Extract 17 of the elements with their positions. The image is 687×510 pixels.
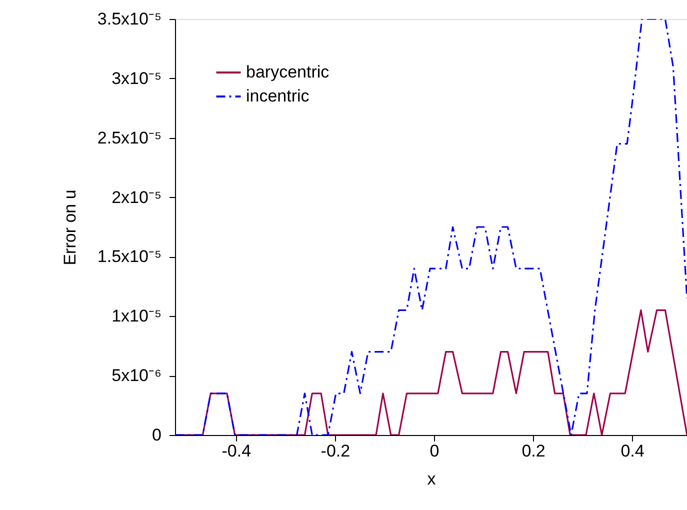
- y-tick-label: 1x10⁻⁵: [112, 306, 162, 326]
- legend-label: incentric: [246, 86, 310, 106]
- x-axis-title: x: [427, 470, 436, 488]
- y-tick-label: 2.5x10⁻⁵: [97, 128, 162, 148]
- x-tick-label: 0: [430, 442, 440, 460]
- y-tick-label: 3x10⁻⁵: [112, 68, 162, 88]
- y-tick-label: 0: [152, 426, 162, 444]
- y-tick-label: 1.5x10⁻⁵: [97, 247, 162, 266]
- x-tick-label: -0.2: [320, 442, 350, 460]
- y-tick-label: 3.5x10⁻⁵: [97, 10, 162, 28]
- x-tick-label: -0.4: [222, 442, 252, 460]
- x-tick-label: 0.2: [522, 442, 546, 460]
- legend-label: barycentric: [246, 62, 330, 82]
- x-tick-label: 0.4: [620, 442, 644, 460]
- y-tick-label: 5x10⁻⁶: [112, 366, 162, 386]
- y-axis-title: Error on u: [60, 190, 80, 266]
- y-tick-label: 2x10⁻⁵: [112, 188, 162, 207]
